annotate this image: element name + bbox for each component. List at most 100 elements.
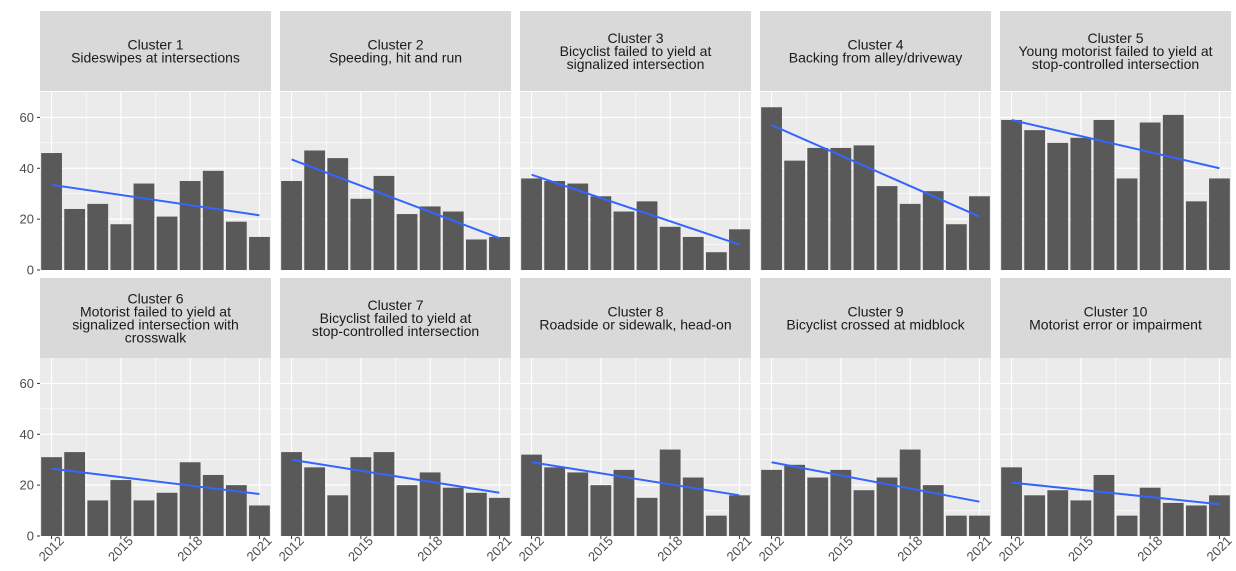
bar xyxy=(41,153,62,270)
bar xyxy=(304,150,326,270)
x-tick-label: 2015 xyxy=(105,533,136,564)
bar xyxy=(225,221,247,270)
bar xyxy=(521,454,542,536)
bar xyxy=(613,469,635,536)
trend-line xyxy=(771,461,980,503)
x-tick-label: 2018 xyxy=(654,533,685,564)
x-tick-label: 2018 xyxy=(414,533,445,564)
y-tick-label: 0 xyxy=(27,529,34,544)
bar xyxy=(442,487,464,536)
bar xyxy=(419,472,441,536)
trend-line xyxy=(531,173,740,246)
bar xyxy=(350,457,372,536)
facet-subtitle: Speeding, hit and run xyxy=(329,50,462,66)
bar xyxy=(807,477,829,536)
bar xyxy=(729,495,750,536)
bar xyxy=(1001,467,1022,536)
bar xyxy=(853,145,875,270)
x-tick-label: 2015 xyxy=(1065,533,1096,564)
facet-strip xyxy=(40,278,271,358)
x-tick-label: 2021 xyxy=(724,533,755,564)
x-tick-label: 2012 xyxy=(276,533,307,564)
bar xyxy=(465,239,487,270)
facet-subtitle: stop-controlled intersection xyxy=(1032,56,1199,72)
bar xyxy=(784,160,806,270)
facet-strip xyxy=(520,11,751,91)
bar xyxy=(1001,119,1022,270)
bar xyxy=(41,457,62,536)
facet-title: Cluster 5 xyxy=(1087,30,1143,46)
bar xyxy=(179,181,201,270)
x-tick-label: 2012 xyxy=(756,533,787,564)
bar xyxy=(544,181,566,270)
bar xyxy=(761,469,782,536)
bar xyxy=(1162,502,1184,536)
bar xyxy=(1116,515,1138,536)
x-tick-label: 2015 xyxy=(825,533,856,564)
trend-line xyxy=(291,158,500,240)
bar xyxy=(590,196,612,270)
bar xyxy=(969,515,990,536)
bar xyxy=(945,224,967,270)
bar xyxy=(373,175,395,270)
facet-subtitle: Backing from alley/driveway xyxy=(789,50,963,66)
bar xyxy=(110,224,132,270)
bar xyxy=(1093,119,1115,270)
facet-subtitle: stop-controlled intersection xyxy=(312,323,479,339)
bar xyxy=(922,485,944,536)
bar xyxy=(179,462,201,536)
bar xyxy=(133,183,155,270)
x-tick-label: 2015 xyxy=(585,533,616,564)
bar xyxy=(1139,122,1161,270)
bar xyxy=(590,485,612,536)
bar xyxy=(1139,487,1161,536)
facet-subtitle: Bicyclist failed to yield at xyxy=(560,43,712,59)
facet-subtitle: signalized intersection with xyxy=(72,317,239,333)
facet-subtitle: Bicyclist crossed at midblock xyxy=(786,317,965,333)
bar xyxy=(659,226,681,270)
bar xyxy=(465,492,487,536)
bar xyxy=(922,191,944,270)
x-tick-label: 2012 xyxy=(996,533,1027,564)
bar xyxy=(761,107,782,270)
facet-strip xyxy=(280,278,511,358)
x-tick-label: 2021 xyxy=(484,533,515,564)
bar xyxy=(249,236,270,270)
x-tick-label: 2018 xyxy=(1134,533,1165,564)
bar xyxy=(489,236,510,270)
x-tick-label: 2015 xyxy=(345,533,376,564)
bar xyxy=(945,515,967,536)
bar xyxy=(110,480,132,536)
bar xyxy=(396,214,418,270)
bar xyxy=(705,515,727,536)
x-tick-label: 2021 xyxy=(964,533,995,564)
bar xyxy=(784,464,806,536)
bar xyxy=(876,477,898,536)
trend-line xyxy=(1011,481,1220,506)
bar xyxy=(1024,495,1046,536)
bar xyxy=(830,469,852,536)
bar xyxy=(396,485,418,536)
facet-subtitle: Motorist error or impairment xyxy=(1029,317,1202,333)
facet-title: Cluster 2 xyxy=(367,37,423,53)
bar xyxy=(156,216,178,270)
facet-title: Cluster 7 xyxy=(367,297,423,313)
bar xyxy=(1093,474,1115,536)
bar xyxy=(853,490,875,536)
bar xyxy=(1116,178,1138,270)
bar xyxy=(1047,142,1069,270)
x-tick-label: 2021 xyxy=(1204,533,1235,564)
bar xyxy=(636,497,658,536)
bar xyxy=(830,147,852,270)
trend-line xyxy=(291,458,500,494)
bar xyxy=(350,198,372,270)
bar xyxy=(682,236,704,270)
facet-subtitle: Sideswipes at intersections xyxy=(71,50,240,66)
y-tick-label: 20 xyxy=(20,478,34,493)
facet-strip xyxy=(1000,278,1231,358)
bar xyxy=(373,452,395,536)
y-tick-label: 0 xyxy=(27,263,34,278)
x-tick-label: 2018 xyxy=(894,533,925,564)
bar xyxy=(544,467,566,536)
x-tick-label: 2018 xyxy=(174,533,205,564)
